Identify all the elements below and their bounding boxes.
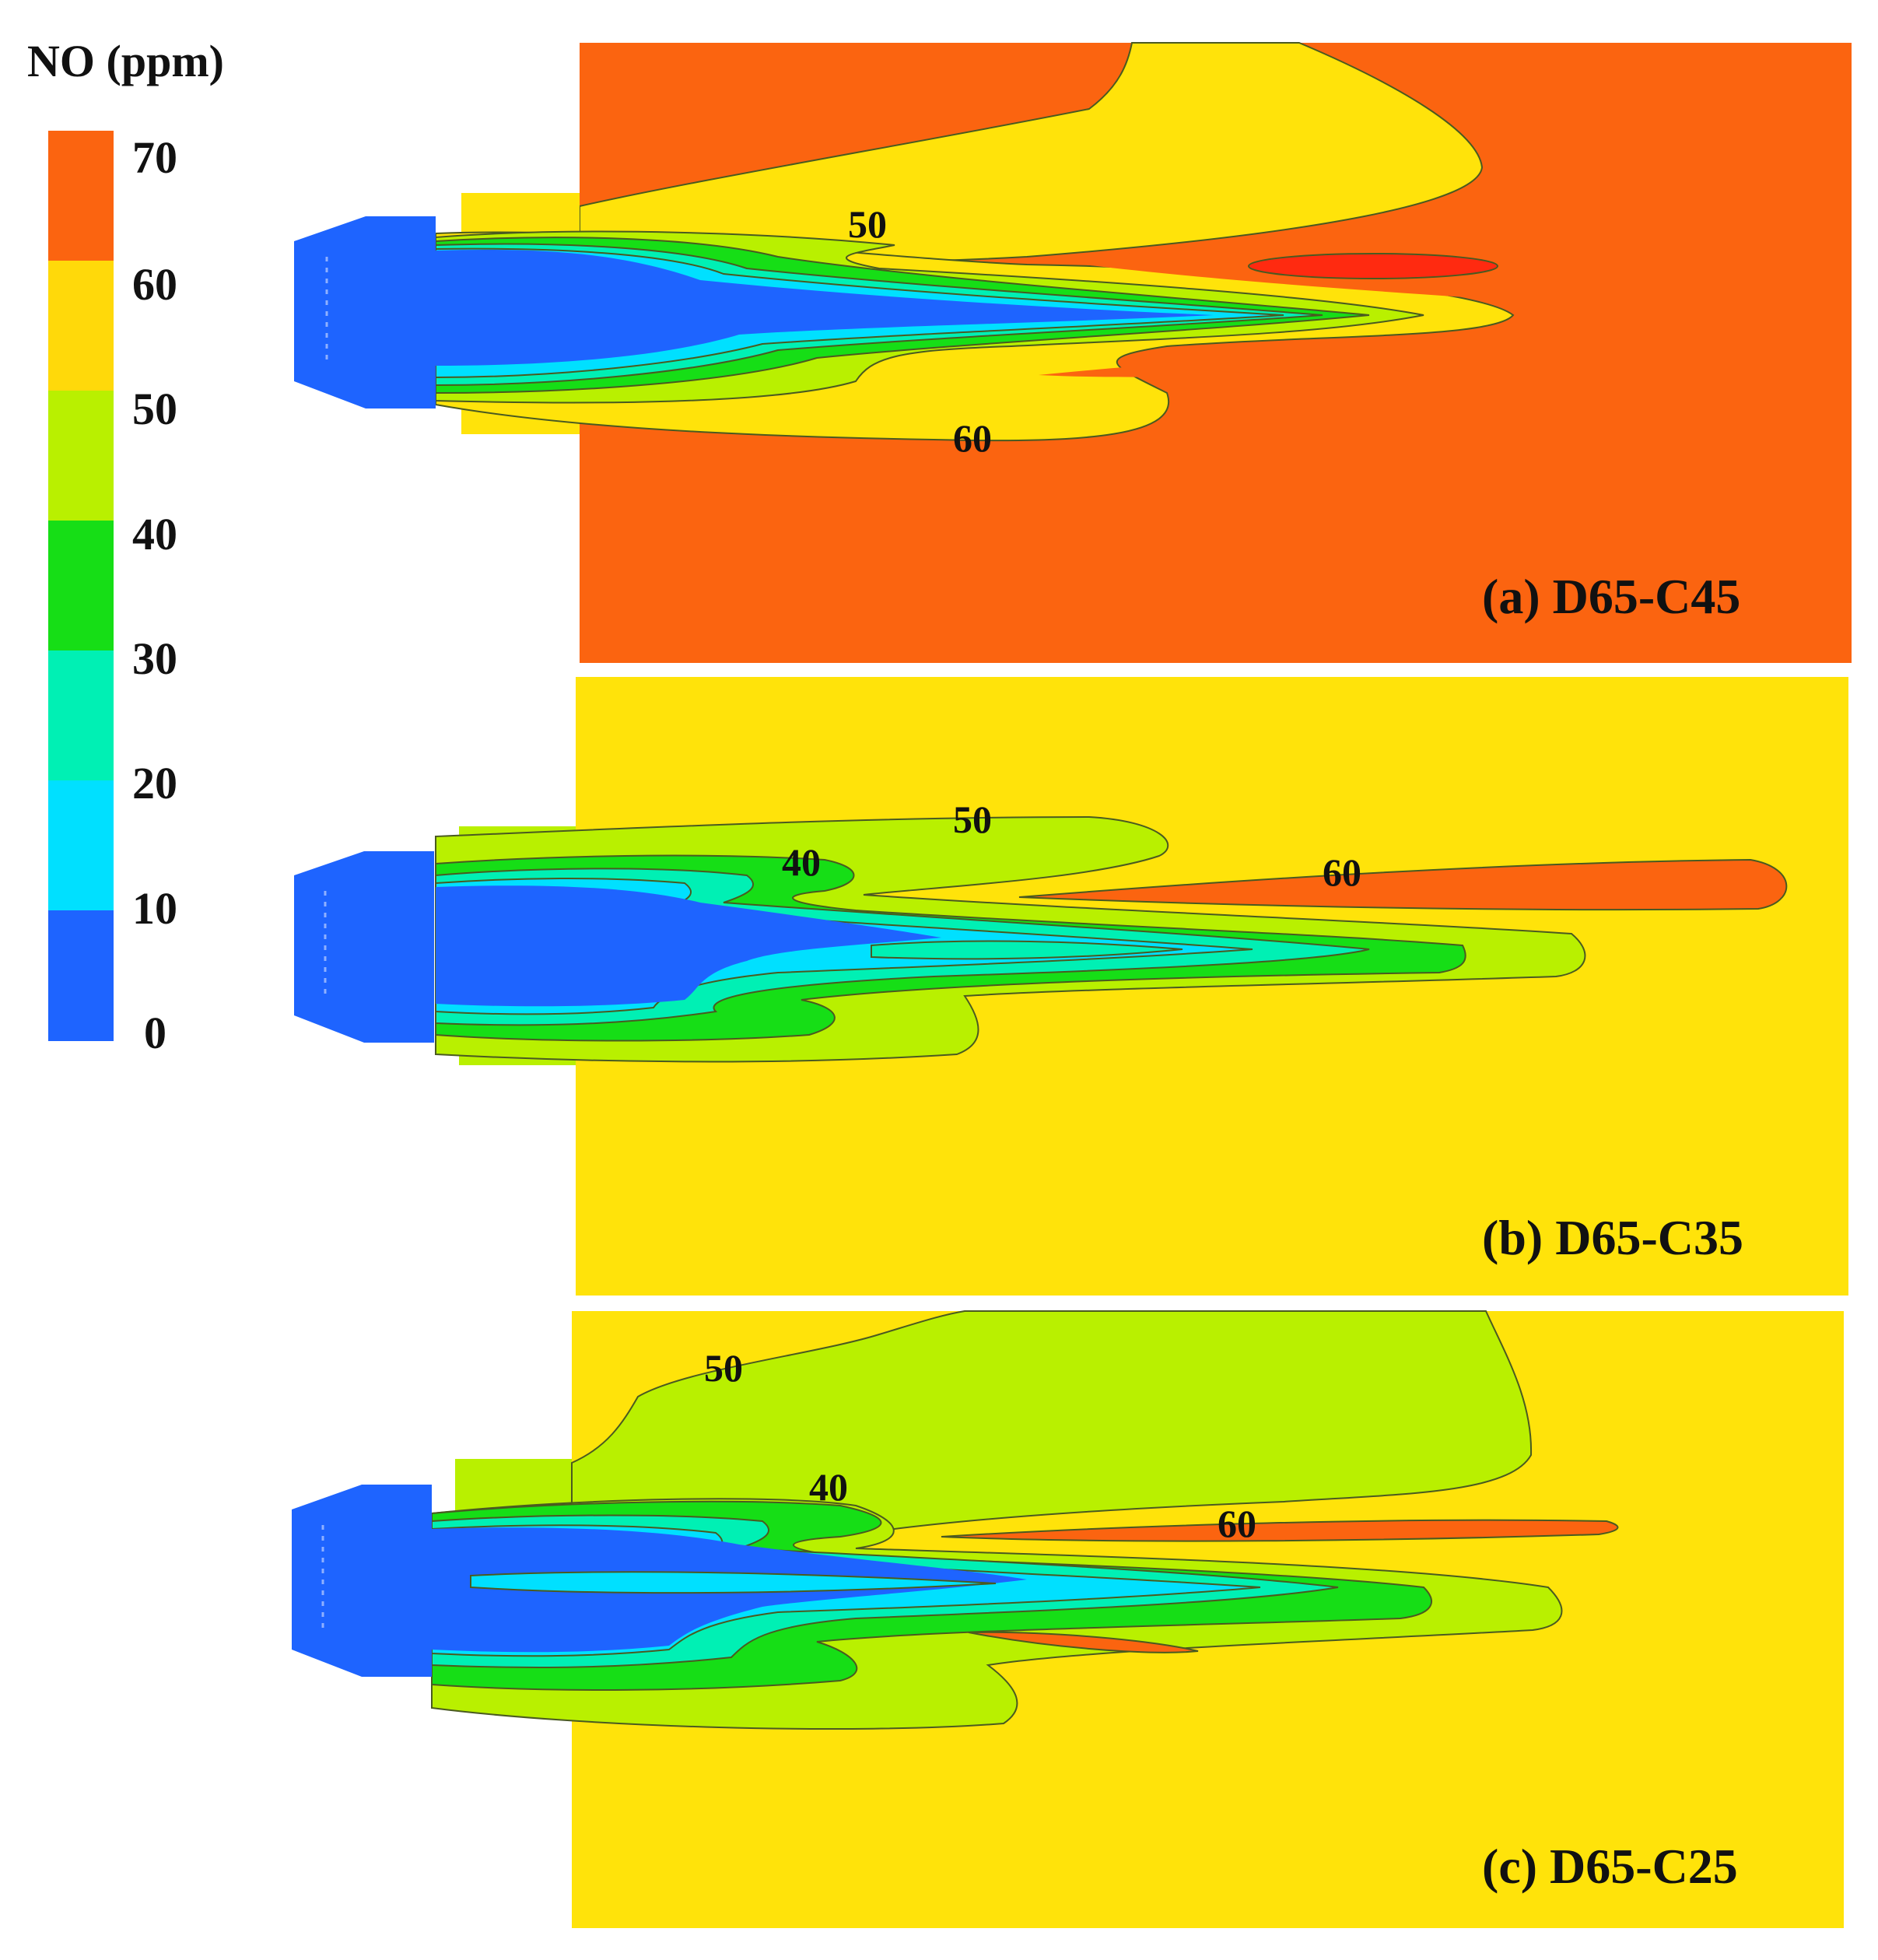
colorbar-band-10-20 bbox=[48, 780, 114, 910]
panel-a-core-0-10 bbox=[436, 249, 1214, 366]
panel-a-contour-label-60: 60 bbox=[953, 416, 992, 460]
panel-a-wedge-lower bbox=[1039, 350, 1556, 377]
panel-c: 50 40 60 (c) D65-C25 bbox=[292, 1310, 1844, 1928]
panel-c-burner-body bbox=[292, 1485, 432, 1677]
colorbar-tick-label: 20 bbox=[132, 758, 177, 808]
colorbar-tick-label: 70 bbox=[132, 132, 177, 183]
panel-a: 50 60 (a) D65-C45 bbox=[294, 42, 1852, 663]
panel-b-hot-streak bbox=[1018, 858, 1788, 911]
colorbar-band-20-30 bbox=[48, 650, 114, 780]
colorbar-band-0-10 bbox=[48, 910, 114, 1041]
panel-b-contour-label-40: 40 bbox=[782, 840, 821, 884]
panel-b-burner-body bbox=[294, 851, 434, 1043]
panel-a-peak-spot bbox=[1248, 253, 1498, 279]
colorbar-band-30-40 bbox=[48, 521, 114, 650]
panel-a-label: (a) D65-C45 bbox=[1482, 569, 1740, 624]
panel-b-core-0-10 bbox=[436, 885, 941, 1007]
panel-c-contour-label-40: 40 bbox=[809, 1465, 848, 1509]
colorbar-tick-label: 10 bbox=[132, 883, 177, 934]
colorbar: NO (ppm) 70 60 50 40 30 20 10 0 bbox=[27, 36, 224, 1058]
colorbar-title: NO (ppm) bbox=[27, 36, 224, 86]
panel-c-label: (c) D65-C25 bbox=[1482, 1839, 1738, 1894]
colorbar-band-60-70 bbox=[48, 131, 114, 261]
colorbar-tick-label: 50 bbox=[132, 384, 177, 434]
colorbar-tick-label: 0 bbox=[144, 1008, 166, 1058]
colorbar-tick-label: 40 bbox=[132, 509, 177, 559]
panel-c-hot-streak-upper bbox=[941, 1519, 1619, 1542]
panel-a-contour-label-50: 50 bbox=[848, 202, 887, 246]
panel-c-inner-pocket bbox=[470, 1571, 997, 1594]
panel-b-label: (b) D65-C35 bbox=[1482, 1210, 1743, 1265]
panel-a-burner-body bbox=[294, 216, 436, 408]
panel-c-hot-streak-lower bbox=[968, 1631, 1199, 1653]
colorbar-tick-label: 60 bbox=[132, 259, 177, 310]
panel-b-contour-label-60: 60 bbox=[1323, 850, 1361, 894]
colorbar-band-40-50 bbox=[48, 391, 114, 521]
panel-c-contour-label-50: 50 bbox=[704, 1346, 743, 1390]
panel-b: 50 40 60 (b) D65-C35 bbox=[294, 677, 1848, 1296]
panel-c-contour-label-60: 60 bbox=[1218, 1502, 1256, 1545]
colorbar-band-50-60 bbox=[48, 261, 114, 391]
panel-b-contour-label-50: 50 bbox=[953, 798, 992, 841]
panel-b-inner-pocket bbox=[871, 940, 1183, 960]
colorbar-tick-label: 30 bbox=[132, 633, 177, 684]
